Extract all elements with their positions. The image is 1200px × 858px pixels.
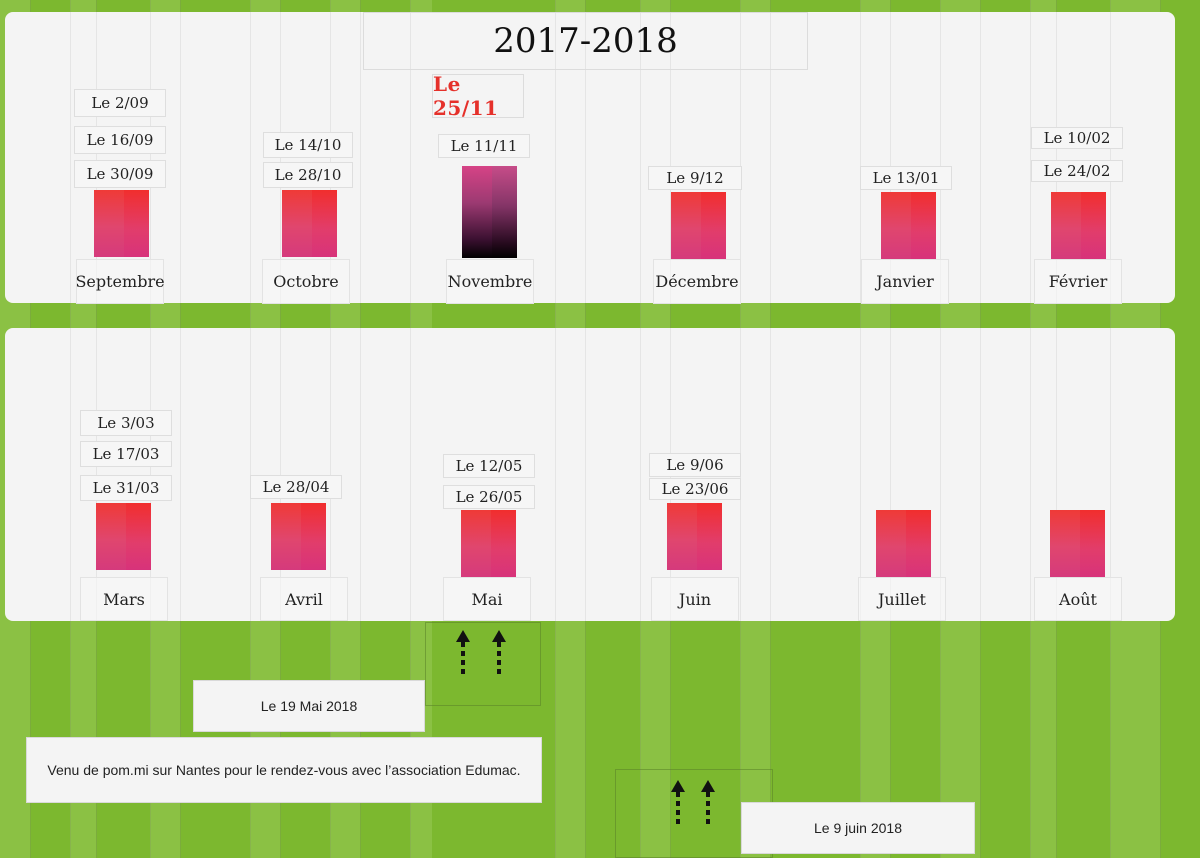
date-label[interactable]: Le 16/09 <box>74 126 166 154</box>
month-label-mars[interactable]: Mars <box>80 577 168 621</box>
date-label[interactable]: Le 24/02 <box>1031 160 1123 182</box>
page-title: 2017-2018 <box>363 12 808 70</box>
month-label-juillet[interactable]: Juillet <box>858 577 946 621</box>
month-label-septembre[interactable]: Septembre <box>75 259 165 304</box>
month-label-octobre[interactable]: Octobre <box>262 259 350 304</box>
month-bar-decembre <box>671 192 726 259</box>
date-label[interactable]: Le 28/10 <box>263 162 353 188</box>
date-label[interactable]: Le 23/06 <box>649 478 741 500</box>
date-label[interactable]: Le 9/06 <box>649 453 741 477</box>
arrow-up-icon <box>456 630 470 676</box>
highlight-date[interactable]: Le 25/11 <box>432 72 524 120</box>
month-label-juin[interactable]: Juin <box>651 577 739 621</box>
month-label-janvier[interactable]: Janvier <box>861 259 949 304</box>
arrow-up-icon <box>671 780 685 826</box>
date-label[interactable]: Le 9/12 <box>648 166 742 190</box>
month-label-aout[interactable]: Août <box>1034 577 1122 621</box>
month-bar-janvier <box>881 192 936 259</box>
calendar-panel-top <box>5 12 1175 303</box>
month-bar-aout <box>1050 510 1105 577</box>
month-bar-octobre <box>282 190 337 257</box>
month-bar-juin <box>667 503 722 570</box>
date-label[interactable]: Le 12/05 <box>443 454 535 478</box>
date-label[interactable]: Le 10/02 <box>1031 127 1123 149</box>
note-may-date: Le 19 Mai 2018 <box>193 680 425 732</box>
arrow-up-icon <box>701 780 715 826</box>
month-label-fevrier[interactable]: Février <box>1034 259 1122 304</box>
date-label[interactable]: Le 26/05 <box>443 485 535 509</box>
date-label[interactable]: Le 17/03 <box>80 441 172 467</box>
month-bar-mars <box>96 503 151 570</box>
date-label[interactable]: Le 31/03 <box>80 475 172 501</box>
month-bar-novembre <box>462 166 517 258</box>
note-june-date: Le 9 juin 2018 <box>741 802 975 854</box>
month-label-avril[interactable]: Avril <box>260 577 348 621</box>
month-bar-mai <box>461 510 516 577</box>
date-label[interactable]: Le 2/09 <box>74 89 166 117</box>
month-label-mai[interactable]: Mai <box>443 577 531 621</box>
date-label[interactable]: Le 13/01 <box>860 166 952 190</box>
date-label[interactable]: Le 14/10 <box>263 132 353 158</box>
month-bar-fevrier <box>1051 192 1106 259</box>
date-label[interactable]: Le 11/11 <box>438 134 530 158</box>
month-bar-avril <box>271 503 326 570</box>
month-label-novembre[interactable]: Novembre <box>446 259 534 304</box>
calendar-panel-bottom <box>5 328 1175 621</box>
date-label[interactable]: Le 28/04 <box>250 475 342 499</box>
month-label-decembre[interactable]: Décembre <box>653 259 741 304</box>
month-bar-juillet <box>876 510 931 577</box>
month-bar-septembre <box>94 190 149 257</box>
arrow-up-icon <box>492 630 506 676</box>
arrow-frame <box>425 622 541 706</box>
date-label[interactable]: Le 30/09 <box>74 160 166 188</box>
note-may-text: Venu de pom.mi sur Nantes pour le rendez… <box>26 737 542 803</box>
date-label[interactable]: Le 3/03 <box>80 410 172 436</box>
